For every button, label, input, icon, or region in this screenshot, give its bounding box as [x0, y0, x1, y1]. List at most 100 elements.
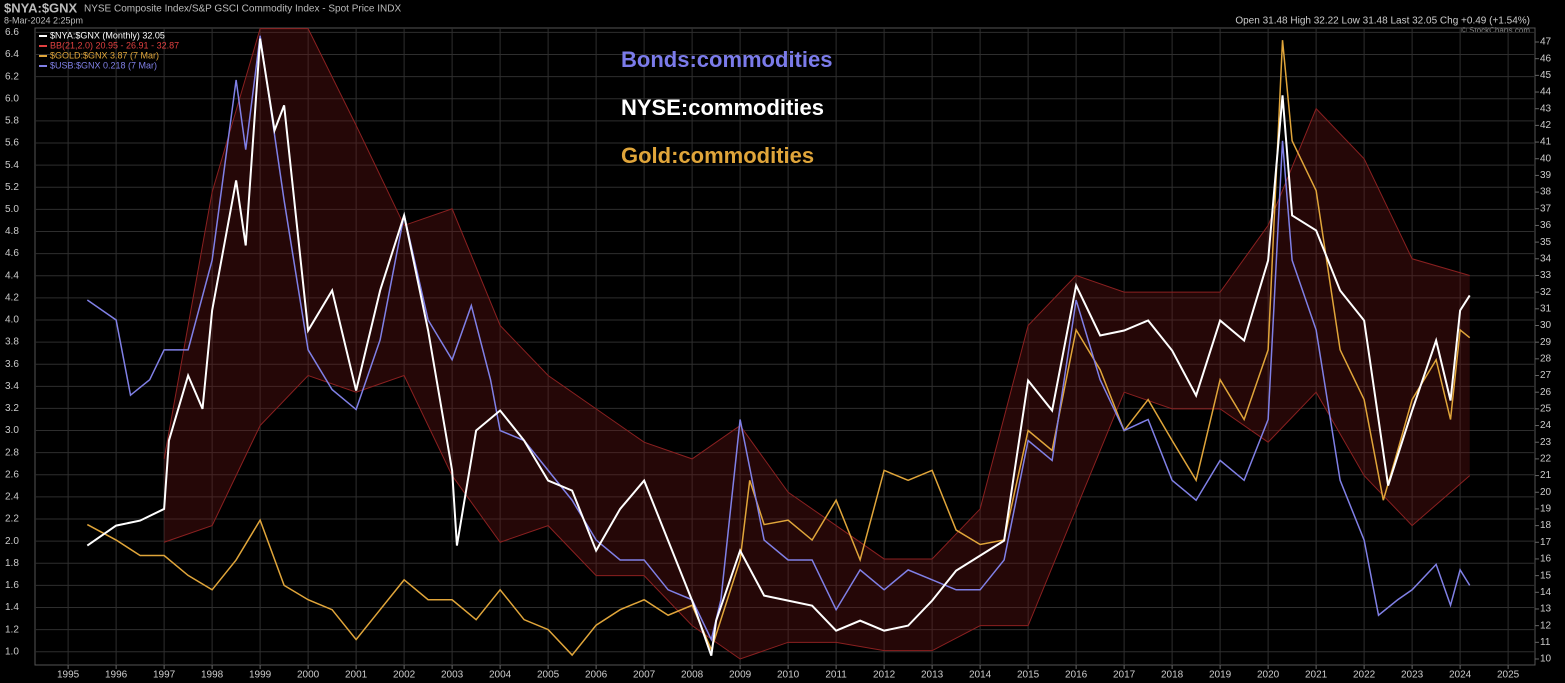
x-tick-label: 2021 — [1305, 670, 1328, 681]
y-tick-label: 1.2 — [5, 624, 19, 635]
y2-tick-label: 46 — [1540, 53, 1552, 64]
x-tick-label: 1998 — [201, 670, 224, 681]
y2-tick-label: 28 — [1540, 353, 1552, 364]
y2-tick-label: 11 — [1540, 637, 1551, 648]
y2-tick-label: 10 — [1540, 654, 1552, 665]
y2-tick-label: 45 — [1540, 70, 1552, 81]
y2-tick-label: 19 — [1540, 504, 1552, 515]
y2-tick-label: 16 — [1540, 554, 1552, 565]
y-tick-label: 5.8 — [5, 116, 19, 127]
y-tick-label: 3.4 — [5, 381, 19, 392]
series-line — [86, 40, 1471, 657]
x-tick-label: 2008 — [681, 670, 704, 681]
y2-tick-label: 40 — [1540, 153, 1552, 164]
x-tick-label: 2014 — [969, 670, 992, 681]
y-tick-label: 6.2 — [5, 71, 19, 82]
date: 8-Mar-2024 2:25pm — [4, 15, 83, 25]
y2-tick-label: 34 — [1540, 253, 1552, 264]
y2-tick-label: 44 — [1540, 87, 1552, 98]
x-tick-label: 2004 — [489, 670, 512, 681]
y2-tick-label: 39 — [1540, 170, 1552, 181]
y-tick-label: 1.8 — [5, 558, 19, 569]
y2-tick-label: 14 — [1540, 587, 1552, 598]
x-tick-label: 2009 — [729, 670, 752, 681]
y2-tick-label: 35 — [1540, 237, 1552, 248]
y-tick-label: 1.4 — [5, 602, 19, 613]
y-tick-label: 2.8 — [5, 447, 19, 458]
band-upper — [163, 28, 1470, 560]
legend-label: $NYA:$GNX (Monthly) 32.05 — [50, 30, 165, 40]
y-tick-label: 4.8 — [5, 226, 19, 237]
y-tick-label: 6.4 — [5, 49, 19, 60]
x-tick-label: 2007 — [633, 670, 656, 681]
y-tick-label: 1.0 — [5, 646, 19, 657]
x-tick-label: 2015 — [1017, 670, 1040, 681]
y2-tick-label: 25 — [1540, 404, 1552, 415]
legend-label: BB(21,2.0) 20.95 - 26.91 - 32.87 — [50, 40, 179, 50]
annotation: Bonds:commodities — [621, 47, 832, 72]
y-tick-label: 5.6 — [5, 138, 19, 149]
credit: © StockCharts.com — [1461, 26, 1530, 35]
annotation: NYSE:commodities — [621, 95, 824, 120]
y2-tick-label: 27 — [1540, 370, 1552, 381]
x-tick-label: 2020 — [1257, 670, 1280, 681]
y-tick-label: 3.8 — [5, 337, 19, 348]
x-tick-label: 2003 — [441, 670, 464, 681]
y-tick-label: 6.0 — [5, 93, 19, 104]
chart-title: $NYA:$GNX — [4, 0, 78, 15]
y2-tick-label: 30 — [1540, 320, 1552, 331]
y2-tick-label: 43 — [1540, 103, 1552, 114]
y-tick-label: 3.0 — [5, 425, 19, 436]
y2-tick-label: 26 — [1540, 387, 1552, 398]
y2-tick-label: 36 — [1540, 220, 1552, 231]
x-tick-label: 1996 — [105, 670, 128, 681]
y2-tick-label: 17 — [1540, 537, 1552, 548]
x-tick-label: 2019 — [1209, 670, 1232, 681]
x-tick-label: 2025 — [1497, 670, 1520, 681]
x-tick-label: 2013 — [921, 670, 944, 681]
band-area — [164, 28, 1470, 659]
series-line — [86, 35, 1471, 642]
legend-label: $USB:$GNX 0.218 (7 Mar) — [50, 60, 157, 70]
y2-tick-label: 24 — [1540, 420, 1552, 431]
y-tick-label: 2.4 — [5, 492, 19, 503]
y2-tick-label: 41 — [1540, 137, 1552, 148]
chart-subtitle: NYSE Composite Index/S&P GSCI Commodity … — [84, 4, 401, 15]
band-lower — [163, 374, 1471, 660]
plot-frame — [34, 27, 1536, 666]
y2-tick-label: 38 — [1540, 187, 1552, 198]
y2-tick-label: 29 — [1540, 337, 1552, 348]
y-tick-label: 1.6 — [5, 580, 19, 591]
y-tick-label: 2.6 — [5, 469, 19, 480]
y2-tick-label: 15 — [1540, 570, 1552, 581]
y2-tick-label: 31 — [1540, 303, 1552, 314]
quote: Open 31.48 High 32.22 Low 31.48 Last 32.… — [1235, 16, 1530, 27]
y2-tick-label: 47 — [1540, 37, 1552, 48]
y2-tick-label: 12 — [1540, 620, 1552, 631]
y-tick-label: 5.0 — [5, 204, 19, 215]
y2-tick-label: 21 — [1540, 470, 1552, 481]
x-tick-label: 2023 — [1401, 670, 1424, 681]
x-tick-label: 1995 — [57, 670, 80, 681]
y2-tick-label: 20 — [1540, 487, 1552, 498]
x-tick-label: 2017 — [1113, 670, 1136, 681]
x-tick-label: 2001 — [345, 670, 368, 681]
x-tick-label: 2012 — [873, 670, 896, 681]
y2-tick-label: 37 — [1540, 203, 1552, 214]
y-tick-label: 4.6 — [5, 248, 19, 259]
y2-tick-label: 23 — [1540, 437, 1552, 448]
y2-tick-label: 13 — [1540, 604, 1552, 615]
y-tick-label: 6.6 — [5, 27, 19, 38]
y-tick-label: 4.4 — [5, 270, 19, 281]
y2-tick-label: 18 — [1540, 520, 1552, 531]
x-tick-label: 2000 — [297, 670, 320, 681]
y2-tick-label: 42 — [1540, 120, 1552, 131]
y-tick-label: 5.4 — [5, 160, 19, 171]
x-tick-label: 2016 — [1065, 670, 1088, 681]
y-tick-label: 2.0 — [5, 536, 19, 547]
y2-tick-label: 22 — [1540, 454, 1552, 465]
x-tick-label: 2018 — [1161, 670, 1184, 681]
legend-label: $GOLD:$GNX 3.87 (7 Mar) — [50, 50, 159, 60]
